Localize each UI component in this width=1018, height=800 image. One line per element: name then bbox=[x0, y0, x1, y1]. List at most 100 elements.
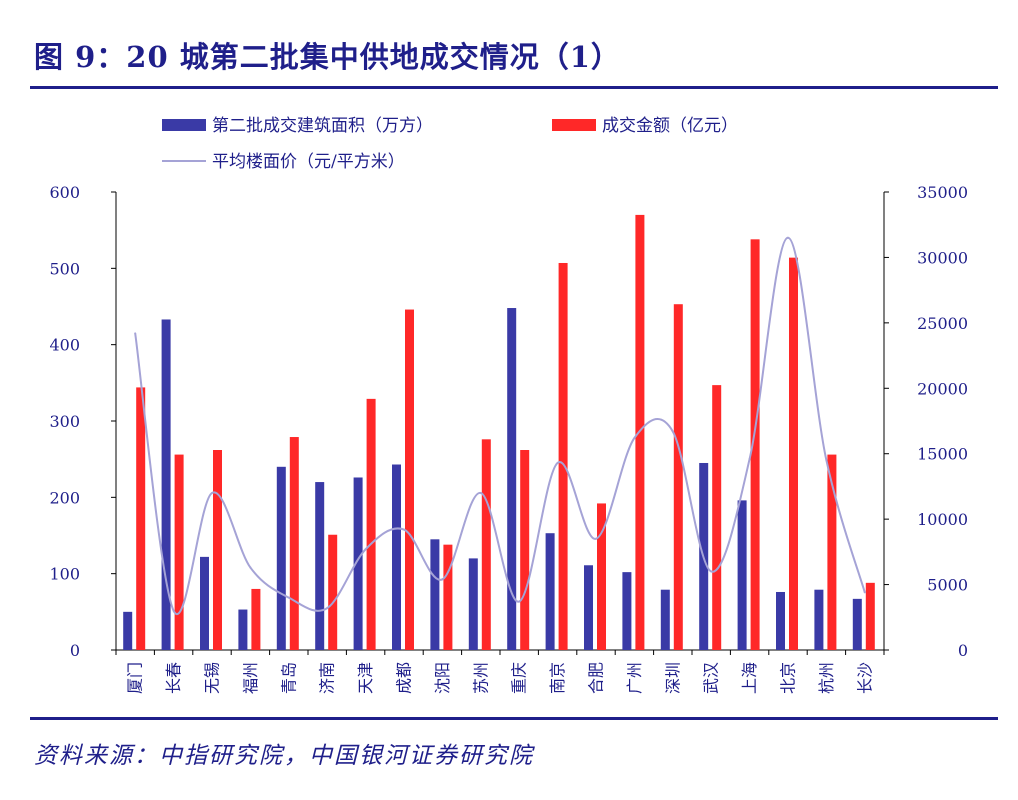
bar-area-12 bbox=[584, 565, 593, 650]
bar-area-16 bbox=[737, 500, 747, 650]
category-label-17: 北京 bbox=[779, 662, 798, 694]
price-point-13 bbox=[633, 437, 636, 440]
left-tick-label: 400 bbox=[49, 336, 80, 355]
category-label-1: 长春 bbox=[164, 662, 183, 694]
category-label-2: 无锡 bbox=[203, 662, 222, 694]
category-label-19: 长沙 bbox=[855, 662, 874, 694]
price-point-2 bbox=[211, 491, 213, 494]
bar-amount-13 bbox=[635, 214, 645, 650]
bar-area-4 bbox=[276, 466, 286, 650]
right-tick-label: 15000 bbox=[917, 445, 968, 464]
price-line bbox=[134, 236, 866, 616]
category-label-4: 青岛 bbox=[279, 662, 298, 694]
bar-area-11 bbox=[545, 533, 555, 650]
bar-area-8 bbox=[430, 539, 440, 650]
bar-amount-10 bbox=[520, 450, 530, 650]
right-tick-label: 10000 bbox=[917, 510, 968, 529]
bar-area-3 bbox=[238, 609, 248, 650]
price-point-9 bbox=[479, 491, 482, 494]
bar-amount-5 bbox=[328, 534, 338, 650]
bar-area-2 bbox=[200, 556, 209, 650]
category-label-12: 合肥 bbox=[587, 662, 606, 694]
category-label-5: 济南 bbox=[318, 662, 337, 694]
left-tick-label: 0 bbox=[70, 641, 80, 660]
bar-area-14 bbox=[660, 589, 670, 650]
bar-area-7 bbox=[392, 464, 401, 650]
left-tick-label: 200 bbox=[49, 488, 80, 507]
title-divider bbox=[30, 86, 998, 89]
right-tick-label: 25000 bbox=[917, 314, 968, 333]
category-label-7: 成都 bbox=[395, 662, 414, 694]
bar-amount-4 bbox=[289, 437, 299, 650]
right-tick-label: 35000 bbox=[917, 183, 968, 202]
price-point-17 bbox=[787, 236, 789, 239]
legend-label-amount: 成交金额（亿元） bbox=[602, 116, 738, 136]
bar-amount-14 bbox=[673, 304, 683, 650]
bar-area-10 bbox=[507, 308, 517, 650]
category-label-0: 厦门 bbox=[126, 662, 145, 694]
bar-amount-15 bbox=[712, 385, 722, 650]
bar-amount-3 bbox=[251, 588, 261, 650]
bar-amount-7 bbox=[405, 309, 414, 650]
bar-area-1 bbox=[161, 319, 171, 650]
category-label-16: 上海 bbox=[740, 662, 759, 694]
bar-amount-1 bbox=[174, 454, 184, 650]
price-point-5 bbox=[326, 607, 329, 610]
bar-area-0 bbox=[123, 611, 133, 650]
bar-area-5 bbox=[315, 482, 325, 650]
price-point-10 bbox=[518, 600, 521, 603]
bar-amount-9 bbox=[481, 439, 491, 650]
bottom-divider bbox=[30, 717, 998, 720]
bar-area-18 bbox=[814, 589, 824, 650]
category-label-10: 重庆 bbox=[510, 662, 529, 694]
price-point-14 bbox=[671, 430, 674, 433]
price-point-0 bbox=[134, 332, 137, 335]
category-label-11: 南京 bbox=[548, 662, 567, 694]
legend-swatch-area bbox=[162, 119, 206, 131]
category-label-14: 深圳 bbox=[663, 662, 682, 694]
price-point-11 bbox=[556, 461, 559, 464]
category-label-18: 杭州 bbox=[817, 662, 836, 694]
bar-amount-18 bbox=[827, 454, 837, 650]
price-point-7 bbox=[403, 528, 405, 531]
left-tick-label: 300 bbox=[49, 412, 80, 431]
left-tick-label: 600 bbox=[49, 183, 80, 202]
legend-label-area: 第二批成交建筑面积（万方） bbox=[212, 116, 433, 136]
bar-amount-2 bbox=[213, 450, 222, 650]
price-point-3 bbox=[249, 566, 252, 569]
bar-area-6 bbox=[353, 477, 363, 650]
bar-area-17 bbox=[776, 591, 785, 650]
category-label-3: 福州 bbox=[241, 662, 260, 694]
bar-amount-19 bbox=[865, 582, 875, 650]
bar-area-19 bbox=[852, 598, 862, 650]
left-tick-label: 100 bbox=[49, 565, 80, 584]
price-point-19 bbox=[863, 591, 866, 594]
bar-amount-17 bbox=[789, 257, 798, 650]
bar-amount-12 bbox=[597, 503, 606, 650]
bar-amount-6 bbox=[366, 398, 376, 650]
category-label-15: 武汉 bbox=[702, 662, 721, 694]
bar-amount-16 bbox=[750, 239, 760, 650]
category-label-8: 沈阳 bbox=[433, 662, 452, 694]
right-tick-label: 20000 bbox=[917, 379, 968, 398]
bar-area-9 bbox=[468, 558, 478, 650]
price-point-12 bbox=[595, 537, 597, 540]
chart-title: 图 9：20 城第二批集中供地成交情况（1） bbox=[34, 40, 621, 74]
right-tick-label: 30000 bbox=[917, 248, 968, 267]
bar-amount-11 bbox=[558, 262, 568, 650]
price-point-6 bbox=[364, 548, 367, 551]
price-point-1 bbox=[172, 609, 175, 612]
price-point-16 bbox=[748, 457, 751, 460]
chart-svg: 第二批成交建筑面积（万方） 成交金额（亿元） 平均楼面价（元/平方米） 0 100 200… bbox=[49, 116, 968, 694]
price-point-18 bbox=[825, 459, 828, 462]
category-label-6: 天津 bbox=[356, 662, 375, 694]
category-label-13: 广州 bbox=[625, 662, 644, 694]
price-point-4 bbox=[287, 596, 290, 599]
source-note: 资料来源：中指研究院，中国银河证券研究院 bbox=[34, 743, 534, 769]
right-tick-label: 5000 bbox=[927, 576, 968, 595]
right-tick-label: 0 bbox=[958, 641, 968, 660]
price-point-15 bbox=[710, 570, 713, 573]
category-label-9: 苏州 bbox=[471, 662, 490, 694]
bar-amount-8 bbox=[443, 544, 453, 650]
legend-swatch-amount bbox=[552, 119, 596, 131]
